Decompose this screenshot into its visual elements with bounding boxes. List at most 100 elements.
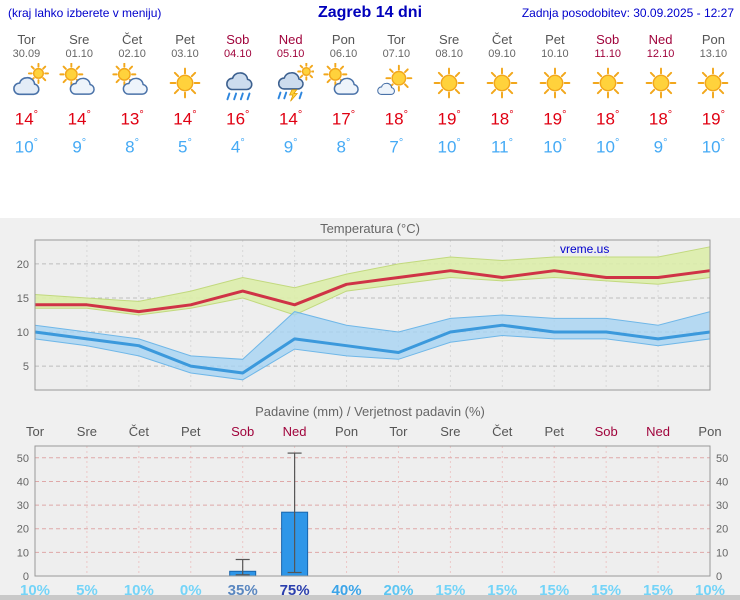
weather-icon-cell [0,62,53,105]
day-column[interactable]: Pon 06.10 17° 8° [317,30,370,170]
day-column[interactable]: Sob 11.10 18° 10° [581,30,634,170]
precip-y-tick-left: 50 [17,453,29,465]
sunny-icon [486,67,518,99]
forecast-strip: Tor 30.09 14° 10° Sre 01.10 14° 9° Čet 02.10 13° 8°… [0,30,740,170]
precip-probability: 10% [123,582,154,599]
weather-icon-cell [53,62,106,105]
day-column[interactable]: Pet 03.10 14° 5° [159,30,212,170]
temp-y-tick: 10 [17,327,29,339]
precip-day-label: Sre [440,424,461,439]
precip-probability: 10% [694,582,726,599]
day-column[interactable]: Ned 05.10 14° 9° [264,30,317,170]
watermark-link[interactable]: vreme.us [560,242,609,256]
max-temperature: 18° [648,109,673,129]
weather-icon-cell [581,63,634,105]
day-date: 11.10 [594,48,622,60]
page-header: (kraj lahko izberete v meniju) Zagreb 14… [0,0,740,26]
day-name: Pet [175,32,195,47]
sunny-icon [433,67,465,99]
page-title: Zagreb 14 dni [317,4,423,21]
max-temperature: 19° [543,109,567,129]
max-temperature: 14° [278,109,303,129]
day-column[interactable]: Ned 12.10 18° 9° [634,30,687,170]
day-date: 03.10 [171,48,199,60]
precip-probability: 35% [227,582,258,599]
temp-y-tick: 5 [23,361,29,373]
weather-icon-cell [317,62,370,105]
day-date: 08.10 [435,48,463,60]
max-temperature: 16° [226,109,250,129]
day-date: 13.10 [699,48,728,60]
weather-icon-cell [264,62,317,105]
precip-y-tick-left: 40 [17,477,29,489]
partly-cloudy-icon [323,62,360,95]
max-temperature: 19° [437,109,461,129]
precip-day-label: Pet [544,424,564,439]
precip-probability: 15% [539,582,570,599]
precip-day-label: Čet [128,424,149,439]
precip-day-label: Pon [698,424,722,439]
day-name: Pet [545,32,565,47]
precip-day-label: Sob [594,424,618,439]
max-temperature: 14° [67,109,91,129]
precip-day-label: Tor [25,424,45,439]
min-temperature: 7° [389,136,404,157]
day-name: Sob [596,32,620,47]
partly-cloudy-icon [59,62,96,95]
temp-y-tick: 20 [17,259,29,271]
precip-probability: 5% [76,582,98,599]
min-temp-line [34,323,711,375]
charts-panel: Temperatura (°C) 5 10 15 20 vreme.us Padavin… [0,218,740,600]
day-column[interactable]: Pon 13.10 19° 10° [687,30,740,170]
day-column[interactable]: Tor 07.10 18° 7° [370,30,423,170]
max-temperature: 18° [596,109,620,129]
max-temperature: 18° [490,109,514,129]
day-name: Sob [226,32,250,47]
day-date: 07.10 [382,48,411,60]
day-column[interactable]: Pet 10.10 19° 10° [528,30,581,170]
temperature-chart: 5 10 15 20 vreme.us [0,234,740,402]
temp-y-tick: 15 [17,293,29,305]
precip-day-label: Sob [231,424,255,439]
max-temperature: 18° [384,109,408,129]
min-temperature: 10° [596,136,620,157]
storm-icon [277,62,316,102]
precip-y-tick-right: 30 [716,500,728,512]
mostly-sunny-icon [377,64,413,95]
day-date: 01.10 [65,48,94,60]
day-column[interactable]: Sre 01.10 14° 9° [53,30,106,170]
day-name: Tor [387,32,406,47]
sunny-icon [592,67,624,99]
max-temperature: 19° [701,109,726,129]
day-date: 30.09 [12,48,41,60]
day-column[interactable]: Tor 30.09 14° 10° [0,30,53,170]
precip-day-labels: Tor Sre Čet Pet Sob Ned Pon Tor Sre Čet Pet Sob Ned P… [0,424,740,442]
weather-icon-cell [634,63,687,105]
day-name: Čet [121,32,143,47]
day-name: Čet [491,32,513,47]
precipitation-chart: 0 0 10 10 20 20 30 30 40 40 50 50 [0,442,740,583]
day-column[interactable]: Čet 09.10 18° 11° [476,30,529,170]
horizontal-scrollbar[interactable] [0,595,740,600]
weather-icon-cell [687,63,740,105]
min-temperature: 9° [72,136,87,157]
precip-probability: 15% [487,582,518,599]
day-column[interactable]: Sre 08.10 19° 10° [423,30,476,170]
min-temperature: 10° [437,136,461,157]
precip-probability: 75% [279,582,310,599]
precip-y-tick-right: 20 [716,524,728,536]
cloudy-icon [13,62,50,96]
precip-y-tick-left: 0 [23,571,29,582]
min-temperature: 11° [490,136,514,157]
day-name: Pon [331,32,356,47]
precip-day-label: Tor [389,424,408,439]
weather-icon-cell [211,63,264,105]
min-temperature: 10° [14,136,39,157]
min-temperature: 5° [178,136,192,157]
day-column[interactable]: Čet 02.10 13° 8° [106,30,159,170]
precip-y-tick-left: 30 [17,500,29,512]
location-menu-hint[interactable]: (kraj lahko izberete v meniju) [8,6,162,20]
precip-probability: 15% [435,582,466,599]
day-date: 09.10 [488,48,516,60]
day-column[interactable]: Sob 04.10 16° 4° [211,30,264,170]
